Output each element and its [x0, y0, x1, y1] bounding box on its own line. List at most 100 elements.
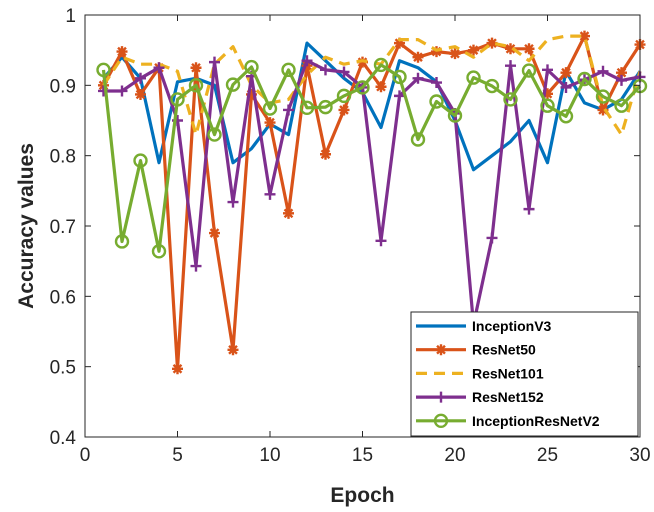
data-point-inceptionresnetv2 — [262, 101, 278, 116]
data-point-resnet50 — [468, 44, 479, 56]
data-point-inceptionresnetv2 — [225, 77, 241, 92]
data-point-resnet152 — [283, 104, 294, 116]
data-point-inceptionresnetv2 — [318, 99, 333, 115]
data-point-inceptionresnetv2 — [281, 62, 296, 78]
data-point-inceptionresnetv2 — [466, 70, 481, 85]
data-point-inceptionresnetv2 — [521, 63, 537, 78]
y-tick-label: 0.7 — [50, 217, 76, 238]
data-point-inceptionresnetv2 — [133, 153, 148, 168]
data-point-inceptionresnetv2 — [336, 88, 352, 104]
series-line-inceptionresnetv2 — [101, 63, 642, 253]
data-point-inceptionresnetv2 — [503, 92, 518, 107]
data-point-inceptionresnetv2 — [595, 89, 611, 104]
y-tick-label: 1 — [65, 6, 76, 27]
data-point-resnet152 — [616, 74, 627, 86]
series-inceptionv3 — [102, 41, 642, 172]
x-tick-label: 0 — [80, 445, 91, 466]
data-point-resnet50 — [505, 43, 516, 55]
data-point-resnet50 — [597, 104, 609, 116]
series-inceptionresnetv2 — [96, 57, 648, 259]
legend-item-inceptionresnetv2: InceptionResNetV2 — [416, 413, 600, 429]
x-axis-title: Epoch — [330, 484, 394, 507]
legend-label: ResNet101 — [472, 365, 544, 381]
data-point-resnet152 — [264, 188, 276, 200]
data-point-resnet50 — [116, 46, 128, 58]
data-point-inceptionresnetv2 — [614, 98, 629, 113]
legend-box — [410, 311, 639, 437]
y-axis-title: Accuracy values — [15, 143, 38, 309]
legend: InceptionV3 ResNet50 ResNet101 ResNet152 Inc… — [410, 311, 639, 437]
legend-item-resnet152: ResNet152 — [416, 389, 544, 405]
data-point-resnet50 — [560, 67, 572, 79]
data-point-resnet50 — [394, 37, 405, 49]
legend-marker — [435, 344, 447, 356]
legend-marker — [435, 391, 447, 403]
legend-label: InceptionResNetV2 — [472, 413, 600, 429]
data-point-resnet50 — [227, 344, 239, 356]
legend-item-resnet101: ResNet101 — [416, 365, 544, 381]
data-point-inceptionresnetv2 — [373, 57, 389, 73]
data-point-resnet152 — [338, 66, 350, 78]
data-point-resnet152 — [505, 60, 516, 72]
data-point-resnet50 — [412, 51, 424, 63]
data-point-inceptionresnetv2 — [355, 80, 370, 95]
y-tick-label: 0.8 — [50, 147, 76, 168]
data-point-inceptionresnetv2 — [392, 69, 407, 85]
data-point-inceptionresnetv2 — [207, 127, 222, 142]
data-point-resnet50 — [98, 79, 109, 91]
x-tick-label: 5 — [172, 445, 183, 466]
series-line-resnet152 — [103, 59, 641, 327]
data-point-resnet152 — [523, 203, 535, 215]
data-point-resnet50 — [579, 30, 590, 42]
data-point-resnet50 — [449, 48, 461, 60]
x-tick-label: 10 — [259, 445, 280, 466]
data-point-resnet152 — [560, 81, 572, 93]
data-point-inceptionresnetv2 — [447, 108, 463, 123]
series-line-resnet101 — [102, 34, 642, 137]
legend-label: ResNet152 — [472, 389, 544, 405]
data-point-resnet50 — [283, 207, 294, 219]
data-point-resnet152 — [394, 90, 405, 102]
data-point-resnet50 — [320, 148, 331, 160]
data-point-resnet50 — [190, 62, 202, 74]
series-line-inceptionv3 — [102, 41, 642, 172]
x-tick-label: 20 — [444, 445, 465, 466]
data-point-resnet152 — [209, 56, 220, 68]
data-point-resnet152 — [375, 235, 387, 247]
x-tick-label: 15 — [352, 445, 373, 466]
x-tick-label: 25 — [537, 445, 558, 466]
data-point-inceptionresnetv2 — [151, 244, 167, 259]
data-point-inceptionresnetv2 — [114, 234, 130, 249]
data-point-resnet50 — [264, 117, 276, 129]
data-point-inceptionresnetv2 — [540, 98, 555, 113]
data-point-resnet50 — [338, 104, 350, 116]
data-point-inceptionresnetv2 — [577, 71, 592, 87]
data-point-resnet152 — [486, 232, 498, 244]
legend-marker — [433, 413, 449, 428]
data-point-inceptionresnetv2 — [170, 92, 185, 107]
data-point-resnet152 — [320, 64, 331, 76]
data-point-resnet152 — [431, 77, 442, 89]
ticks-layer: 0 5 10 15 20 25 30 0.4 0.5 0.6 0.7 0.8 0.9 1 — [50, 6, 651, 466]
data-point-inceptionresnetv2 — [188, 78, 204, 93]
data-point-resnet152 — [597, 65, 609, 77]
data-point-resnet50 — [616, 67, 627, 79]
data-point-inceptionresnetv2 — [429, 94, 444, 109]
y-tick-label: 0.6 — [50, 287, 76, 308]
data-point-resnet152 — [116, 85, 128, 97]
data-point-resnet152 — [301, 55, 313, 67]
data-point-resnet152 — [227, 196, 239, 208]
series-resnet101 — [102, 34, 642, 137]
data-point-resnet50 — [486, 37, 498, 49]
y-tick-label: 0.9 — [50, 76, 76, 97]
y-tick-label: 0.4 — [50, 428, 77, 449]
data-point-inceptionresnetv2 — [410, 132, 426, 147]
data-point-resnet50 — [246, 88, 257, 100]
data-point-inceptionresnetv2 — [244, 59, 259, 75]
legend-label: InceptionV3 — [472, 318, 552, 334]
data-point-inceptionresnetv2 — [299, 100, 315, 116]
data-point-resnet50 — [523, 43, 535, 55]
legend-item-resnet50: ResNet50 — [416, 342, 536, 358]
